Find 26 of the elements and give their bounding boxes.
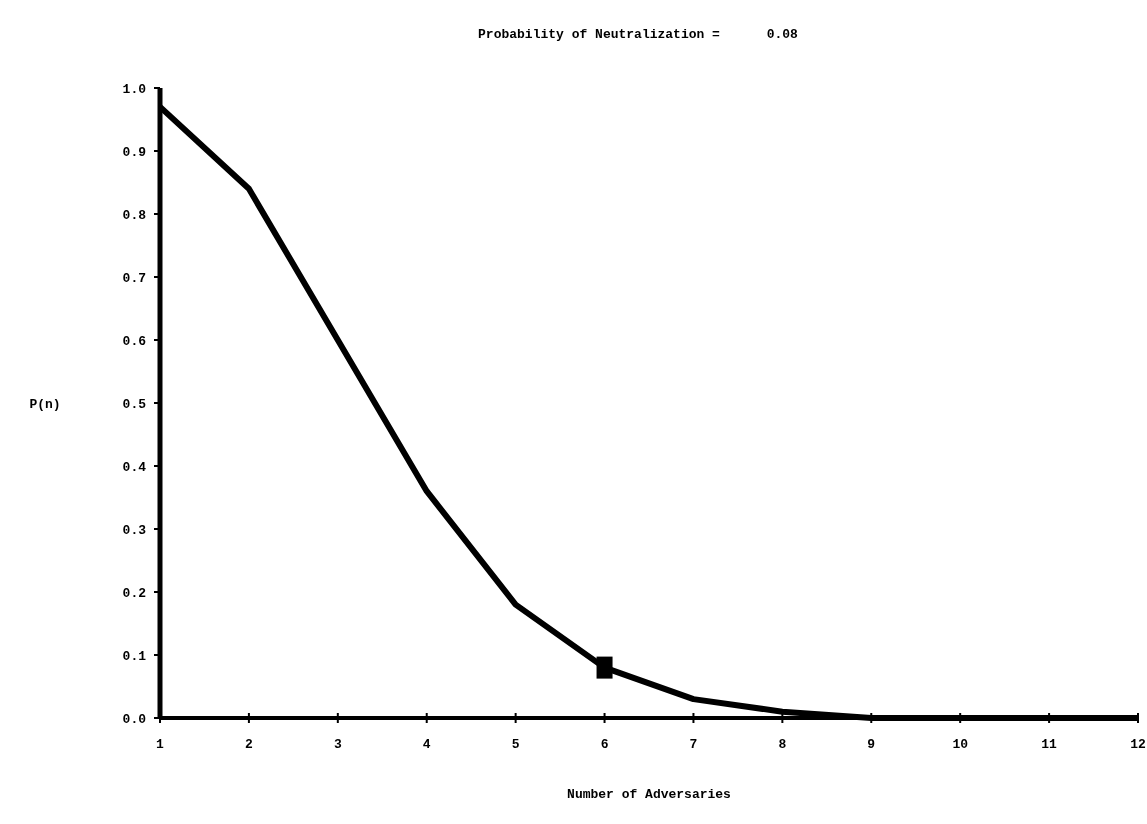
y-tick-label: 0.4 bbox=[122, 460, 147, 475]
x-tick-label: 2 bbox=[245, 737, 253, 752]
y-tick-label: 0.6 bbox=[122, 334, 147, 349]
x-tick-label: 8 bbox=[778, 737, 787, 752]
y-tick-label: 0.0 bbox=[122, 712, 147, 727]
x-tick-label: 12 bbox=[1130, 737, 1146, 752]
x-tick-label: 3 bbox=[333, 737, 342, 752]
y-tick-label: 0.1 bbox=[122, 649, 147, 664]
y-tick-label: 0.5 bbox=[122, 397, 147, 412]
x-tick-label: 5 bbox=[511, 737, 520, 752]
y-tick-label: 1.0 bbox=[122, 82, 147, 97]
y-axis-title: P(n) bbox=[29, 397, 61, 412]
x-tick-label: 4 bbox=[422, 737, 431, 752]
y-tick-label: 0.9 bbox=[122, 145, 147, 160]
chart-title: Probability of Neutralization = 0.08 bbox=[478, 27, 799, 42]
x-tick-label: 1 bbox=[156, 737, 165, 752]
x-tick-label: 7 bbox=[689, 737, 698, 752]
y-tick-label: 0.3 bbox=[122, 523, 147, 538]
x-tick-label: 11 bbox=[1041, 737, 1058, 752]
y-tick-label: 0.2 bbox=[122, 586, 147, 601]
x-tick-label: 6 bbox=[600, 737, 609, 752]
x-axis-title: Number of Adversaries bbox=[567, 787, 732, 802]
y-tick-label: 0.8 bbox=[122, 208, 147, 223]
x-tick-label: 9 bbox=[867, 737, 876, 752]
x-tick-label: 10 bbox=[952, 737, 969, 752]
y-tick-label: 0.7 bbox=[122, 271, 146, 286]
